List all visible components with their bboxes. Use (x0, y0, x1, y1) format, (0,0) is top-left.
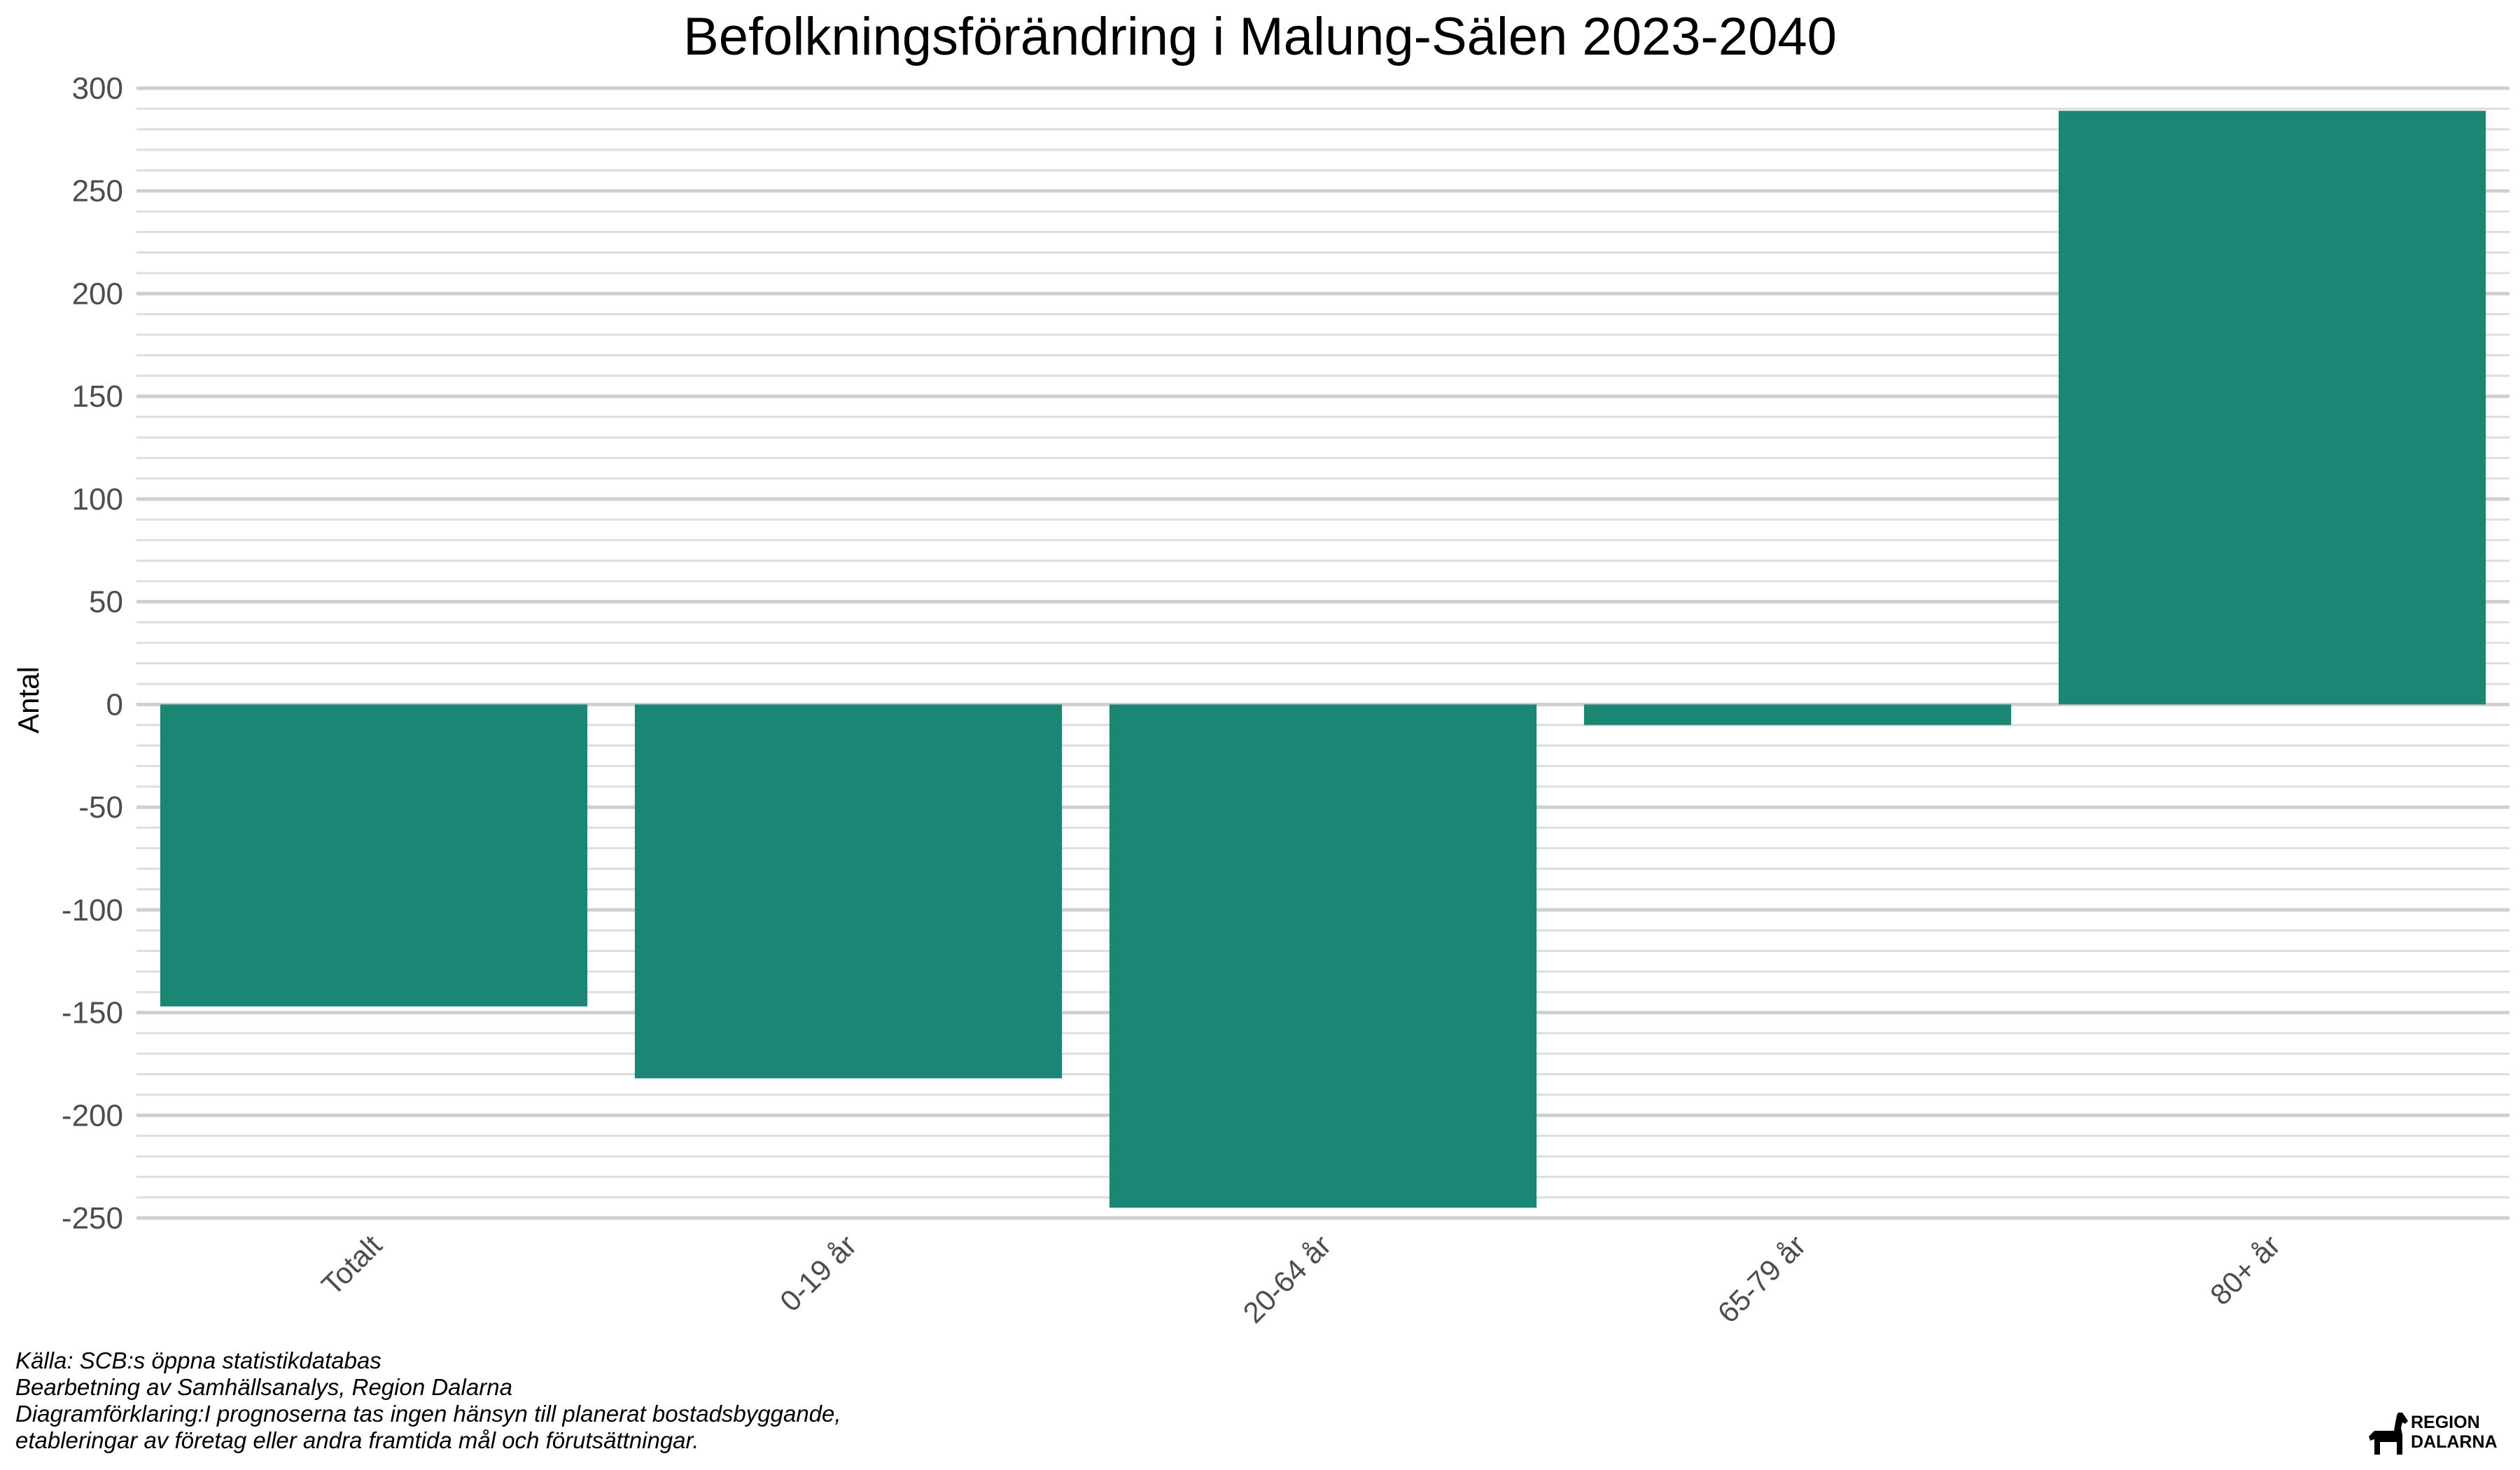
y-tick-label: 150 (72, 379, 123, 414)
y-tick-label: 50 (89, 585, 123, 620)
y-tick-label: -100 (62, 893, 123, 927)
caption-line: etableringar av företag eller andra fram… (15, 1427, 699, 1453)
y-tick-label: -50 (78, 790, 123, 825)
caption-line: Källa: SCB:s öppna statistikdatabas (15, 1348, 382, 1373)
dalahorse-icon (2369, 1413, 2408, 1455)
caption-line: Bearbetning av Samhällsanalys, Region Da… (15, 1374, 512, 1400)
y-tick-label: 100 (72, 482, 123, 517)
caption-line: Diagramförklaring:I prognoserna tas inge… (15, 1401, 841, 1427)
y-tick-label: 0 (106, 687, 123, 722)
x-tick-label: Totalt (315, 1228, 388, 1301)
y-tick-label: 300 (72, 71, 123, 106)
y-tick-label: -200 (62, 1098, 123, 1133)
x-tick-label: 65-79 år (1712, 1228, 1812, 1329)
y-axis-label: Antal (12, 666, 45, 734)
bar (1109, 704, 1537, 1208)
y-tick-label: 200 (72, 276, 123, 311)
bar (160, 704, 588, 1007)
y-tick-label: -150 (62, 996, 123, 1030)
bar (1583, 704, 2012, 725)
chart-title: Befolkningsförändring i Malung-Sälen 202… (683, 7, 1837, 66)
y-tick-label: 250 (72, 174, 123, 209)
bar (634, 704, 1063, 1079)
source-caption: Källa: SCB:s öppna statistikdatabas Bear… (15, 1348, 841, 1454)
x-tick-label: 20-64 år (1237, 1228, 1338, 1329)
logo-text: REGION DALARNA (2411, 1413, 2498, 1452)
x-tick-label: 0-19 år (774, 1228, 862, 1317)
x-axis-ticks: Totalt 0-19 år 20-64 år 65-79 år 80+ år (315, 1228, 2286, 1329)
bar (2058, 111, 2486, 705)
x-tick-label: 80+ år (2204, 1228, 2286, 1311)
y-axis-ticks: -250 -200 -150 -100 -50 0 50 100 150 200 250 300 (62, 71, 123, 1236)
y-tick-label: -250 (62, 1201, 123, 1236)
bars (160, 111, 2486, 1208)
region-dalarna-logo: REGION DALARNA (2367, 1408, 2507, 1459)
